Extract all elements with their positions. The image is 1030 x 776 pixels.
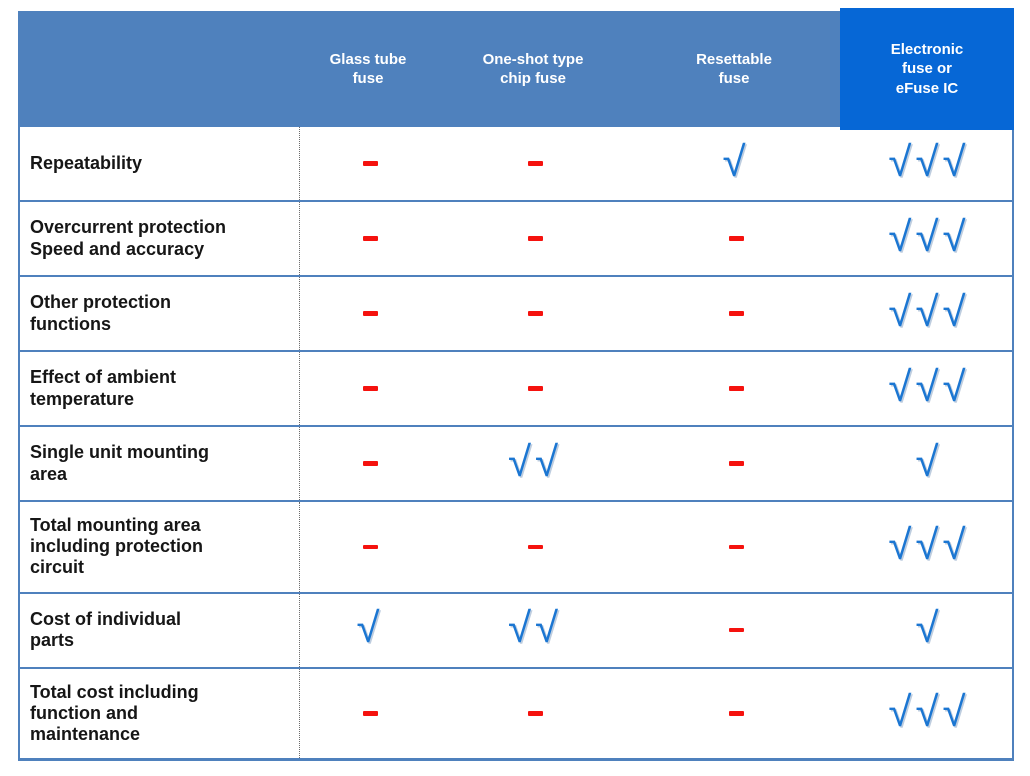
- dash-icon: [728, 711, 744, 716]
- header-cell-2: Resettable fuse: [696, 50, 772, 88]
- table-row-0: Repeatability √ √√√: [20, 127, 1012, 200]
- dash-icon: [728, 311, 744, 316]
- comparison-table: Glass tube fuse One-shot type chip fuse Re…: [18, 8, 1014, 762]
- value-cell: [440, 277, 630, 350]
- dash-icon: [362, 386, 378, 391]
- value-cell: [300, 427, 440, 500]
- header-cell-0: Glass tube fuse: [329, 50, 407, 88]
- value-cell: √√: [440, 594, 630, 667]
- value-cell: [440, 352, 630, 425]
- value-cell: [300, 127, 440, 200]
- check-icon: √√√: [888, 212, 970, 260]
- dash-icon: [527, 386, 543, 391]
- dash-icon: [728, 461, 744, 466]
- header-cell-1: One-shot type chip fuse: [482, 50, 584, 88]
- table-header: Glass tube fuse One-shot type chip fuse Re…: [18, 8, 1014, 130]
- value-cell: √√√: [842, 502, 1016, 592]
- header-spacer-cell: [18, 11, 298, 127]
- value-cell: [440, 669, 630, 759]
- dash-icon: [728, 544, 744, 550]
- value-cell: [630, 669, 842, 759]
- value-cell: [300, 669, 440, 759]
- value-cell: [300, 202, 440, 275]
- dash-icon: [728, 627, 744, 633]
- table-row-3: Effect of ambient temperature √√√: [20, 350, 1012, 425]
- row-label: Single unit mounting area: [20, 427, 300, 500]
- check-icon: √√√: [888, 687, 970, 735]
- check-icon: √: [915, 437, 943, 485]
- value-cell: [440, 127, 630, 200]
- dash-icon: [362, 311, 378, 316]
- row-label: Other protection functions: [20, 277, 300, 350]
- table-row-1: Overcurrent protection Speed and accurac…: [20, 200, 1012, 275]
- dash-icon: [728, 236, 744, 241]
- check-icon: √√√: [888, 137, 970, 185]
- value-cell: √: [630, 127, 842, 200]
- value-cell: [630, 594, 842, 667]
- value-cell: √: [842, 427, 1016, 500]
- dash-icon: [527, 544, 543, 550]
- row-label: Effect of ambient temperature: [20, 352, 300, 425]
- dash-icon: [527, 161, 543, 166]
- value-cell: [630, 202, 842, 275]
- dash-icon: [362, 161, 378, 166]
- table-row-4: Single unit mounting area √√ √: [20, 425, 1012, 500]
- row-label: Cost of individual parts: [20, 593, 300, 667]
- value-cell: √√: [440, 427, 630, 500]
- row-label: Total cost including function and mainte…: [20, 668, 300, 759]
- check-icon: √√√: [888, 362, 970, 410]
- value-cell: √: [300, 594, 440, 667]
- dash-icon: [527, 711, 543, 716]
- dash-icon: [527, 311, 543, 316]
- value-cell: √√√: [842, 277, 1016, 350]
- dash-icon: [362, 236, 378, 241]
- value-cell: [440, 202, 630, 275]
- value-cell: √√√: [842, 352, 1016, 425]
- check-icon: √√√: [888, 520, 970, 568]
- check-icon: √: [356, 604, 384, 652]
- dash-icon: [362, 544, 378, 550]
- value-cell: √√√: [842, 669, 1016, 759]
- value-cell: [630, 352, 842, 425]
- value-cell: √√√: [842, 202, 1016, 275]
- check-icon: √√: [507, 604, 563, 652]
- dash-icon: [362, 461, 378, 466]
- dash-icon: [527, 236, 543, 241]
- value-cell: [300, 277, 440, 350]
- check-icon: √√: [507, 437, 563, 485]
- table-row-2: Other protection functions √√√: [20, 275, 1012, 350]
- check-icon: √: [722, 137, 750, 185]
- row-label: Repeatability: [20, 127, 300, 200]
- row-label: Overcurrent protection Speed and accurac…: [20, 202, 300, 275]
- table-row-5: Total mounting area including protection…: [20, 500, 1012, 592]
- row-label: Total mounting area including protection…: [20, 502, 300, 592]
- header-cell-3: Electronic fuse or eFuse IC: [840, 8, 1014, 130]
- dash-icon: [362, 711, 378, 716]
- value-cell: [300, 502, 440, 592]
- value-cell: [630, 277, 842, 350]
- value-cell: [300, 352, 440, 425]
- value-cell: [440, 502, 630, 592]
- check-icon: √: [915, 604, 943, 652]
- table-row-6: Cost of individual parts √ √√ √: [20, 591, 1012, 667]
- value-cell: [630, 502, 842, 592]
- value-cell: √√√: [842, 127, 1016, 200]
- check-icon: √√√: [888, 287, 970, 335]
- value-cell: √: [842, 594, 1016, 667]
- dash-icon: [728, 386, 744, 391]
- table-body: Repeatability √ √√√ Overcurrent protection …: [18, 127, 1014, 762]
- value-cell: [630, 427, 842, 500]
- table-row-7: Total cost including function and mainte…: [20, 666, 1012, 759]
